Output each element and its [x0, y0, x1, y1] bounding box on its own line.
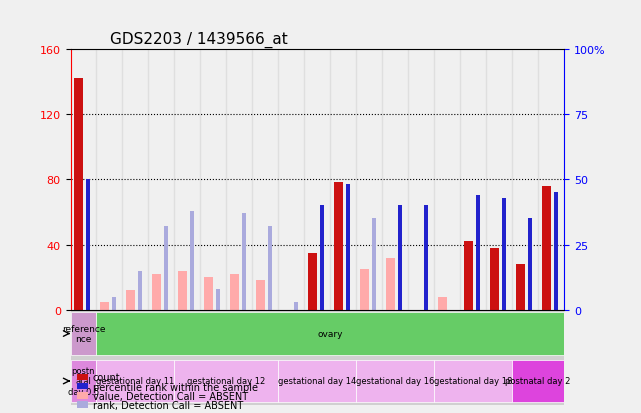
Bar: [464, 242, 473, 310]
Bar: [516, 264, 525, 310]
Bar: [345, 185, 350, 310]
Bar: [74, 79, 83, 310]
Bar: [372, 219, 376, 310]
FancyBboxPatch shape: [71, 312, 97, 355]
Bar: [112, 297, 116, 310]
Text: value, Detection Call = ABSENT: value, Detection Call = ABSENT: [93, 391, 248, 401]
Bar: [101, 302, 110, 310]
Bar: [190, 211, 194, 310]
FancyBboxPatch shape: [356, 360, 434, 402]
Bar: [476, 195, 479, 310]
Bar: [112, 297, 116, 310]
Text: rank, Detection Call = ABSENT: rank, Detection Call = ABSENT: [93, 400, 243, 410]
Bar: [308, 253, 317, 310]
Bar: [216, 289, 220, 310]
Bar: [438, 297, 447, 310]
Bar: [382, 50, 408, 310]
Text: postnatal day 2: postnatal day 2: [505, 377, 570, 386]
FancyBboxPatch shape: [97, 312, 564, 355]
Bar: [434, 50, 460, 310]
Bar: [542, 186, 551, 310]
Bar: [164, 227, 168, 310]
Bar: [230, 274, 239, 310]
Bar: [424, 206, 428, 310]
Bar: [201, 50, 226, 310]
Text: gestational day 11: gestational day 11: [96, 377, 174, 386]
Bar: [126, 290, 135, 310]
FancyBboxPatch shape: [97, 360, 174, 402]
Bar: [178, 271, 187, 310]
Bar: [174, 50, 201, 310]
Text: gestational day 12: gestational day 12: [187, 377, 265, 386]
Bar: [138, 271, 142, 310]
Bar: [320, 206, 324, 310]
Bar: [512, 50, 538, 310]
Text: gestational day 16: gestational day 16: [356, 377, 435, 386]
Text: gestational day 18: gestational day 18: [434, 377, 512, 386]
Text: postn
atal
day 0.5: postn atal day 0.5: [68, 366, 99, 396]
Bar: [268, 227, 272, 310]
Bar: [97, 50, 122, 310]
Bar: [204, 278, 213, 310]
Bar: [86, 180, 90, 310]
Bar: [71, 50, 97, 310]
Bar: [528, 219, 531, 310]
Bar: [278, 50, 304, 310]
Bar: [490, 248, 499, 310]
Text: gestational day 14: gestational day 14: [278, 377, 356, 386]
Bar: [294, 302, 298, 310]
FancyBboxPatch shape: [512, 360, 564, 402]
Text: GDS2203 / 1439566_at: GDS2203 / 1439566_at: [110, 32, 288, 48]
Bar: [554, 193, 558, 310]
Bar: [408, 50, 434, 310]
Bar: [149, 50, 174, 310]
Bar: [330, 50, 356, 310]
Bar: [153, 274, 162, 310]
Bar: [486, 50, 512, 310]
Bar: [538, 50, 564, 310]
Bar: [256, 281, 265, 310]
FancyBboxPatch shape: [278, 360, 356, 402]
Bar: [460, 50, 486, 310]
Bar: [304, 50, 330, 310]
Bar: [386, 258, 395, 310]
Text: percentile rank within the sample: percentile rank within the sample: [93, 382, 258, 392]
Bar: [122, 50, 149, 310]
Bar: [242, 214, 246, 310]
FancyBboxPatch shape: [174, 360, 278, 402]
Bar: [360, 269, 369, 310]
Bar: [502, 198, 506, 310]
Bar: [253, 50, 278, 310]
Bar: [226, 50, 253, 310]
Bar: [334, 183, 344, 310]
Text: ovary: ovary: [317, 329, 343, 338]
Text: reference
nce: reference nce: [62, 324, 105, 343]
FancyBboxPatch shape: [434, 360, 512, 402]
FancyBboxPatch shape: [71, 360, 97, 402]
Bar: [356, 50, 382, 310]
Bar: [397, 206, 402, 310]
Text: count: count: [93, 373, 121, 382]
